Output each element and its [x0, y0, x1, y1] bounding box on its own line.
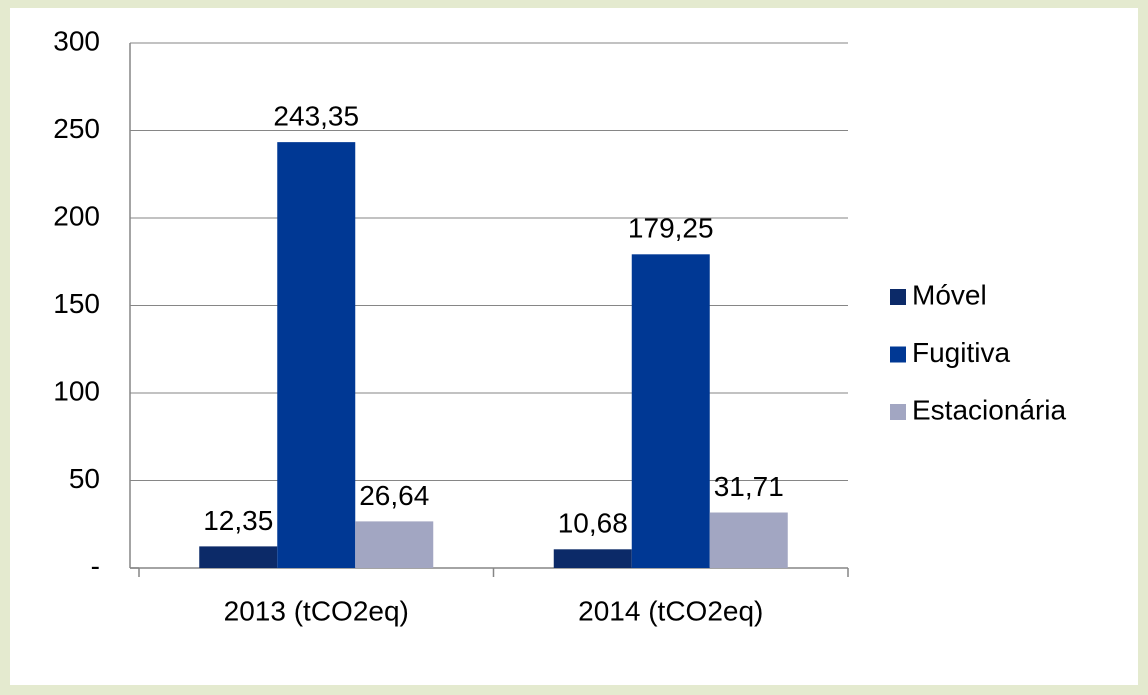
y-tick-label: 150 — [53, 288, 100, 319]
bar — [355, 521, 434, 568]
legend-swatch — [890, 289, 906, 305]
data-label: 12,35 — [203, 505, 273, 536]
y-tick-label: 50 — [69, 463, 100, 494]
bar — [631, 254, 710, 568]
data-label: 26,64 — [359, 480, 429, 511]
legend-label: Estacionária — [912, 394, 1067, 425]
data-label: 243,35 — [273, 101, 359, 132]
legend-swatch — [890, 346, 906, 363]
chart-background — [10, 8, 1138, 685]
x-tick-label: 2013 (tCO2eq) — [224, 595, 409, 626]
legend-label: Móvel — [912, 279, 987, 310]
data-label: 179,25 — [628, 213, 714, 244]
data-label: 31,71 — [714, 471, 784, 502]
y-tick-label: - — [91, 550, 100, 581]
legend-label: Fugitiva — [912, 337, 1010, 368]
y-tick-label: 300 — [53, 25, 100, 56]
y-tick-label: 250 — [53, 113, 100, 144]
data-label: 10,68 — [558, 508, 628, 539]
y-tick-label: 200 — [53, 200, 100, 231]
bar — [199, 546, 278, 568]
legend-swatch — [890, 404, 906, 420]
bar — [553, 549, 632, 568]
y-tick-label: 100 — [53, 375, 100, 406]
bar — [709, 512, 788, 568]
x-tick-label: 2014 (tCO2eq) — [578, 595, 763, 626]
bar — [277, 142, 356, 568]
